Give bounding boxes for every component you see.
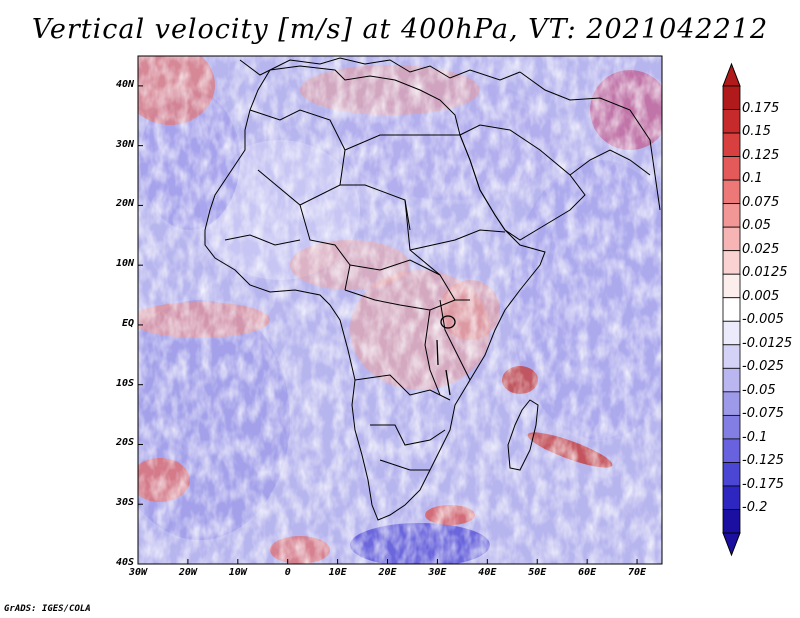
colorbar-label: 0.1 — [742, 171, 763, 187]
colorbar-label: 0.025 — [742, 241, 780, 257]
colorbar-label: 0.125 — [742, 147, 780, 163]
colorbar — [722, 62, 741, 557]
colorbar-segment — [722, 156, 741, 181]
colorbar-label: 0.0125 — [742, 265, 788, 281]
colorbar-segment — [722, 320, 741, 346]
colorbar-label: -0.1 — [742, 429, 768, 445]
colorbar-segment — [722, 109, 741, 134]
x-tick-label: 30W — [128, 567, 148, 578]
colorbar-segment — [722, 391, 741, 416]
colorbar-label: 0.175 — [742, 100, 780, 116]
colorbar-segment — [722, 438, 741, 463]
x-tick-label: 50E — [528, 567, 547, 578]
colorbar-label: -0.0125 — [742, 335, 793, 351]
colorbar-segment — [722, 226, 741, 252]
y-tick-label: 30S — [115, 497, 134, 509]
x-tick-label: 40E — [478, 567, 497, 578]
colorbar-label: 0.15 — [742, 124, 771, 140]
colorbar-max-arrow — [722, 62, 741, 87]
colorbar-label: -0.2 — [742, 500, 768, 516]
colorbar-segment — [722, 462, 741, 487]
y-tick-label: 40S — [115, 557, 134, 568]
y-tick-label: EQ — [121, 317, 134, 329]
grads-credit: GrADS: IGES/COLA — [4, 604, 91, 614]
colorbar-segment — [722, 485, 741, 510]
y-tick-label: 30N — [115, 138, 134, 150]
coastlines — [204, 57, 661, 521]
colorbar-label: -0.005 — [742, 312, 784, 328]
map-frame — [137, 55, 663, 565]
colorbar-segment — [722, 414, 741, 440]
x-tick-label: 60E — [578, 567, 597, 578]
x-tick-label: 10W — [228, 567, 247, 578]
x-tick-label: 20W — [178, 567, 197, 578]
y-tick-label: 40N — [115, 78, 134, 90]
colorbar-segment — [722, 297, 741, 322]
colorbar-min-arrow — [722, 532, 741, 557]
colorbar-segment — [722, 203, 741, 228]
colorbar-label: 0.05 — [742, 218, 771, 234]
figure-title: Vertical velocity [m/s] at 400hPa, VT: 2… — [31, 14, 769, 45]
y-tick-label: 10N — [115, 258, 134, 270]
y-tick-label: 20S — [115, 437, 134, 449]
x-tick-label: 0 — [284, 567, 291, 578]
colorbar-segment — [722, 273, 741, 299]
y-tick-label: 10S — [115, 377, 134, 389]
colorbar-segment — [722, 132, 741, 157]
colorbar-label: 0.005 — [742, 288, 780, 304]
x-tick-label: 10E — [328, 567, 347, 578]
colorbar-segment — [722, 509, 741, 534]
colorbar-segment — [722, 85, 741, 110]
velocity-field — [138, 56, 662, 564]
colorbar-segment — [722, 344, 741, 369]
colorbar-label: -0.05 — [742, 382, 776, 398]
x-tick-label: 30E — [428, 567, 447, 578]
colorbar-segment — [722, 179, 741, 205]
y-tick-label: 20N — [115, 198, 134, 210]
colorbar-label: -0.025 — [742, 359, 784, 375]
x-axis — [137, 559, 638, 564]
y-axis — [138, 85, 143, 565]
colorbar-label: 0.075 — [742, 194, 780, 210]
colorbar-segment — [722, 250, 741, 275]
colorbar-label: -0.075 — [742, 406, 784, 422]
x-tick-label: 20E — [378, 567, 397, 578]
colorbar-label: -0.175 — [742, 476, 784, 492]
colorbar-label: -0.125 — [742, 453, 784, 469]
lakes — [436, 315, 456, 396]
x-tick-label: 70E — [628, 567, 647, 578]
colorbar-segment — [722, 367, 741, 393]
